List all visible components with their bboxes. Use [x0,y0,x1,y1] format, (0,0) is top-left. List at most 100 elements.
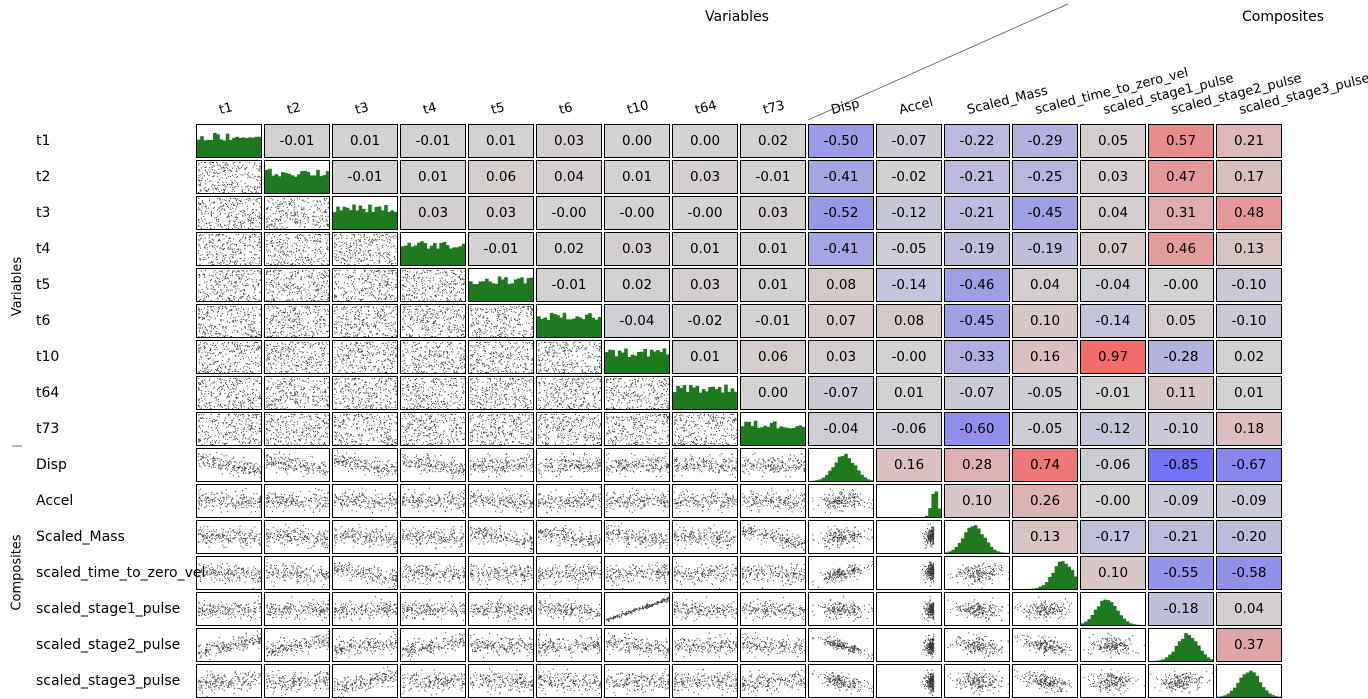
corr-value: 0.04 [1234,601,1264,617]
corr-value: -0.41 [824,241,859,257]
row-label-t4: t4 [36,242,50,256]
scatter-Scaled_Mass-vs-t10 [604,520,670,554]
corr-cell-Disp-Scaled_Mass: 0.28 [944,448,1010,482]
histogram-Disp [808,448,874,482]
row-label-t73: t73 [36,422,59,436]
row-label-t64: t64 [36,386,59,400]
corr-cell-t6-scaled_stage3_pulse: -0.10 [1216,304,1282,338]
scatter-scaled_stage1_pulse-vs-t6 [536,592,602,626]
corr-cell-t10-Disp: 0.03 [808,340,874,374]
corr-cell-t4-scaled_time_to_zero_vel: -0.19 [1012,232,1078,266]
scatter-scaled_stage3_pulse-vs-Scaled_Mass [944,664,1010,698]
corr-cell-t4-t10: 0.03 [604,232,670,266]
corr-value: -0.14 [1096,313,1131,329]
corr-value: -0.00 [1096,493,1131,509]
corr-cell-t10-Scaled_Mass: -0.33 [944,340,1010,374]
scatter-t10-vs-t3 [332,340,398,374]
corr-value: 0.18 [1234,421,1264,437]
scatter-scaled_time_to_zero_vel-vs-t2 [264,556,330,590]
scatter-scaled_stage3_pulse-vs-t4 [400,664,466,698]
corr-value: -0.21 [1164,529,1199,545]
corr-value: 0.01 [758,241,788,257]
corr-cell-t1-t3: 0.01 [332,124,398,158]
corr-value: -0.00 [552,205,587,221]
corr-value: -0.21 [960,169,995,185]
corr-cell-t4-t6: 0.02 [536,232,602,266]
corr-cell-t1-t73: 0.02 [740,124,806,158]
row-label-t6: t6 [36,314,50,328]
corr-value: 0.10 [1098,565,1128,581]
corr-cell-Scaled_Mass-scaled_stage1_pulse: -0.17 [1080,520,1146,554]
scatter-scaled_stage2_pulse-vs-scaled_stage1_pulse [1080,628,1146,662]
scatter-t64-vs-t4 [400,376,466,410]
scatter-t10-vs-t4 [400,340,466,374]
scatter-scaled_time_to_zero_vel-vs-t6 [536,556,602,590]
scatter-scaled_stage3_pulse-vs-t2 [264,664,330,698]
scatter-scaled_stage2_pulse-vs-t6 [536,628,602,662]
corr-value: -0.28 [1164,349,1199,365]
corr-cell-t2-t3: -0.01 [332,160,398,194]
scatter-scaled_stage3_pulse-vs-t3 [332,664,398,698]
scatter-scaled_stage1_pulse-vs-t5 [468,592,534,626]
corr-value: 0.97 [1098,349,1128,365]
scatter-t73-vs-t5 [468,412,534,446]
corr-cell-t4-scaled_stage1_pulse: 0.07 [1080,232,1146,266]
corr-cell-scaled_time_to_zero_vel-scaled_stage2_pulse: -0.55 [1148,556,1214,590]
scatter-scaled_stage3_pulse-vs-Disp [808,664,874,698]
corr-value: 0.01 [486,133,516,149]
corr-value: -0.01 [348,169,383,185]
corr-cell-t4-scaled_stage3_pulse: 0.13 [1216,232,1282,266]
corr-cell-t3-t64: -0.00 [672,196,738,230]
corr-cell-t3-t10: -0.00 [604,196,670,230]
group-label-variables-columns: Variables [705,9,769,25]
scatter-Accel-vs-t10 [604,484,670,518]
corr-value: -0.09 [1164,493,1199,509]
scatter-Disp-vs-t4 [400,448,466,482]
scatter-scaled_stage3_pulse-vs-t5 [468,664,534,698]
corr-cell-t3-Scaled_Mass: -0.21 [944,196,1010,230]
corr-value: 0.57 [1166,133,1196,149]
corr-value: -0.01 [1096,385,1131,401]
corr-cell-t2-t4: 0.01 [400,160,466,194]
corr-cell-t2-t10: 0.01 [604,160,670,194]
scatter-scaled_time_to_zero_vel-vs-t3 [332,556,398,590]
corr-value: 0.08 [894,313,924,329]
scatter-scaled_stage1_pulse-vs-scaled_time_to_zero_vel [1012,592,1078,626]
corr-value: 0.07 [826,313,856,329]
corr-value: -0.18 [1164,601,1199,617]
row-label-scaled_stage3_pulse: scaled_stage3_pulse [36,674,180,688]
histogram-t64 [672,376,738,410]
corr-cell-t6-scaled_stage2_pulse: 0.05 [1148,304,1214,338]
corr-value: -0.07 [824,385,859,401]
corr-cell-t1-t64: 0.00 [672,124,738,158]
corr-cell-t5-Disp: 0.08 [808,268,874,302]
scatter-scaled_stage2_pulse-vs-scaled_time_to_zero_vel [1012,628,1078,662]
scatter-Disp-vs-t3 [332,448,398,482]
corr-cell-scaled_stage1_pulse-scaled_stage3_pulse: 0.04 [1216,592,1282,626]
corr-cell-t73-Disp: -0.04 [808,412,874,446]
corr-cell-t1-t10: 0.00 [604,124,670,158]
corr-value: -0.02 [688,313,723,329]
row-label-Accel: Accel [36,494,73,508]
scatter-scaled_time_to_zero_vel-vs-t73 [740,556,806,590]
corr-value: -0.01 [416,133,451,149]
histogram-Scaled_Mass [944,520,1010,554]
corr-value: -0.58 [1232,565,1267,581]
corr-cell-t10-t73: 0.06 [740,340,806,374]
corr-value: 0.10 [962,493,992,509]
corr-value: 0.02 [1234,349,1264,365]
scatter-Scaled_Mass-vs-t1 [196,520,262,554]
corr-value: -0.12 [1096,421,1131,437]
scatter-Accel-vs-Disp [808,484,874,518]
corr-cell-t10-scaled_stage3_pulse: 0.02 [1216,340,1282,374]
corr-value: -0.10 [1232,277,1267,293]
scatter-t6-vs-t2 [264,304,330,338]
corr-value: 0.01 [622,169,652,185]
scatter-t5-vs-t2 [264,268,330,302]
scatter-Accel-vs-t64 [672,484,738,518]
corr-cell-t5-scaled_stage3_pulse: -0.10 [1216,268,1282,302]
corr-cell-Scaled_Mass-scaled_stage3_pulse: -0.20 [1216,520,1282,554]
column-label-t1: t1 [218,100,235,118]
corr-value: 0.03 [690,169,720,185]
